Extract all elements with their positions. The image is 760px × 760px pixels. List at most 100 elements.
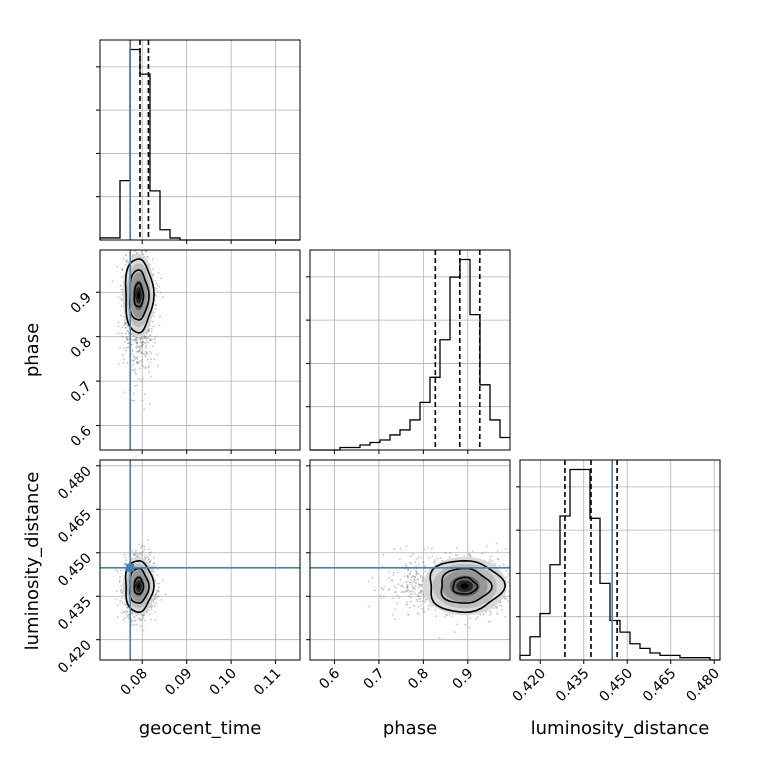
x-tick-label-luminosity-distance: 0.420 bbox=[509, 666, 549, 706]
sample-point bbox=[135, 351, 138, 353]
sample-point bbox=[409, 600, 412, 603]
sample-point bbox=[125, 259, 128, 262]
sample-point bbox=[138, 617, 141, 620]
sample-point bbox=[413, 578, 416, 581]
sample-point bbox=[418, 586, 421, 588]
sample-point bbox=[117, 362, 120, 365]
sample-point bbox=[125, 613, 128, 616]
sample-point bbox=[149, 334, 152, 337]
sample-point bbox=[144, 335, 146, 338]
sample-point bbox=[143, 337, 145, 340]
sample-point bbox=[408, 595, 411, 598]
sample-point bbox=[136, 555, 138, 558]
sample-point bbox=[416, 612, 419, 615]
sample-point bbox=[124, 562, 126, 565]
sample-point bbox=[145, 344, 148, 347]
y-tick-label-luminosity-distance: 0.465 bbox=[55, 507, 95, 547]
sample-point bbox=[438, 637, 441, 639]
sample-point bbox=[148, 558, 151, 560]
sample-point bbox=[157, 272, 160, 274]
sample-point bbox=[125, 336, 127, 338]
sample-point bbox=[409, 561, 412, 564]
sample-point bbox=[431, 547, 433, 550]
sample-point bbox=[127, 342, 129, 345]
sample-point bbox=[150, 608, 153, 611]
sample-point bbox=[412, 575, 415, 578]
sample-point bbox=[149, 560, 152, 563]
sample-point bbox=[499, 601, 502, 604]
sample-point bbox=[136, 351, 139, 353]
sample-point bbox=[423, 601, 426, 603]
sample-point bbox=[124, 322, 126, 325]
sample-point bbox=[132, 552, 135, 555]
sample-point bbox=[134, 339, 137, 342]
sample-point bbox=[146, 351, 148, 353]
sample-point bbox=[436, 557, 439, 560]
sample-point bbox=[133, 369, 136, 372]
sample-point bbox=[417, 592, 420, 595]
sample-point bbox=[117, 296, 120, 299]
hist-bin-phase bbox=[390, 435, 400, 450]
sample-point bbox=[121, 288, 124, 291]
hist-bin-luminosity-distance bbox=[640, 648, 650, 660]
sample-point bbox=[400, 591, 403, 593]
sample-point bbox=[132, 393, 135, 395]
sample-point bbox=[161, 296, 164, 298]
sample-point bbox=[409, 572, 411, 575]
sample-point bbox=[121, 267, 124, 270]
sample-point bbox=[419, 601, 422, 603]
sample-point bbox=[117, 332, 120, 335]
sample-point bbox=[123, 324, 126, 327]
sample-point bbox=[162, 579, 164, 582]
sample-point bbox=[142, 342, 144, 344]
sample-point bbox=[496, 607, 498, 609]
sample-point bbox=[396, 595, 399, 597]
sample-point bbox=[123, 610, 125, 613]
sample-point bbox=[456, 623, 458, 626]
sample-point bbox=[502, 563, 505, 566]
sample-point bbox=[125, 326, 127, 329]
sample-point bbox=[468, 552, 471, 555]
sample-point bbox=[123, 358, 125, 361]
sample-point bbox=[124, 323, 127, 326]
sample-point bbox=[423, 564, 426, 567]
sample-point bbox=[116, 604, 119, 606]
sample-point bbox=[156, 582, 159, 585]
sample-point bbox=[126, 346, 128, 349]
sample-point bbox=[139, 551, 142, 554]
sample-point bbox=[517, 588, 519, 590]
sample-point bbox=[415, 572, 418, 574]
sample-point bbox=[149, 554, 151, 556]
sample-point bbox=[505, 570, 507, 572]
sample-point bbox=[114, 569, 117, 571]
sample-point bbox=[124, 341, 127, 343]
sample-point bbox=[367, 580, 370, 583]
sample-point bbox=[422, 561, 425, 564]
sample-point bbox=[405, 581, 407, 584]
sample-point bbox=[421, 600, 424, 602]
sample-point bbox=[137, 350, 140, 353]
sample-point bbox=[382, 588, 385, 591]
sample-point bbox=[421, 593, 424, 596]
sample-point bbox=[406, 580, 409, 583]
sample-point bbox=[132, 553, 135, 556]
sample-point bbox=[392, 572, 395, 574]
sample-point bbox=[122, 257, 125, 260]
sample-point bbox=[524, 619, 526, 621]
sample-point bbox=[145, 250, 148, 253]
sample-point bbox=[144, 350, 147, 353]
sample-point bbox=[121, 332, 123, 335]
sample-point bbox=[417, 595, 420, 598]
sample-point bbox=[419, 590, 422, 592]
sample-point bbox=[125, 338, 128, 340]
sample-point bbox=[417, 578, 419, 581]
sample-point bbox=[403, 575, 406, 577]
sample-point bbox=[407, 569, 410, 572]
sample-point bbox=[132, 339, 135, 342]
sample-point bbox=[142, 244, 144, 246]
sample-point bbox=[496, 550, 499, 552]
x-tick-label-phase: 0.8 bbox=[405, 666, 432, 693]
sample-point bbox=[433, 562, 436, 564]
hist-bin-luminosity-distance bbox=[550, 565, 560, 660]
sample-point bbox=[417, 572, 420, 575]
